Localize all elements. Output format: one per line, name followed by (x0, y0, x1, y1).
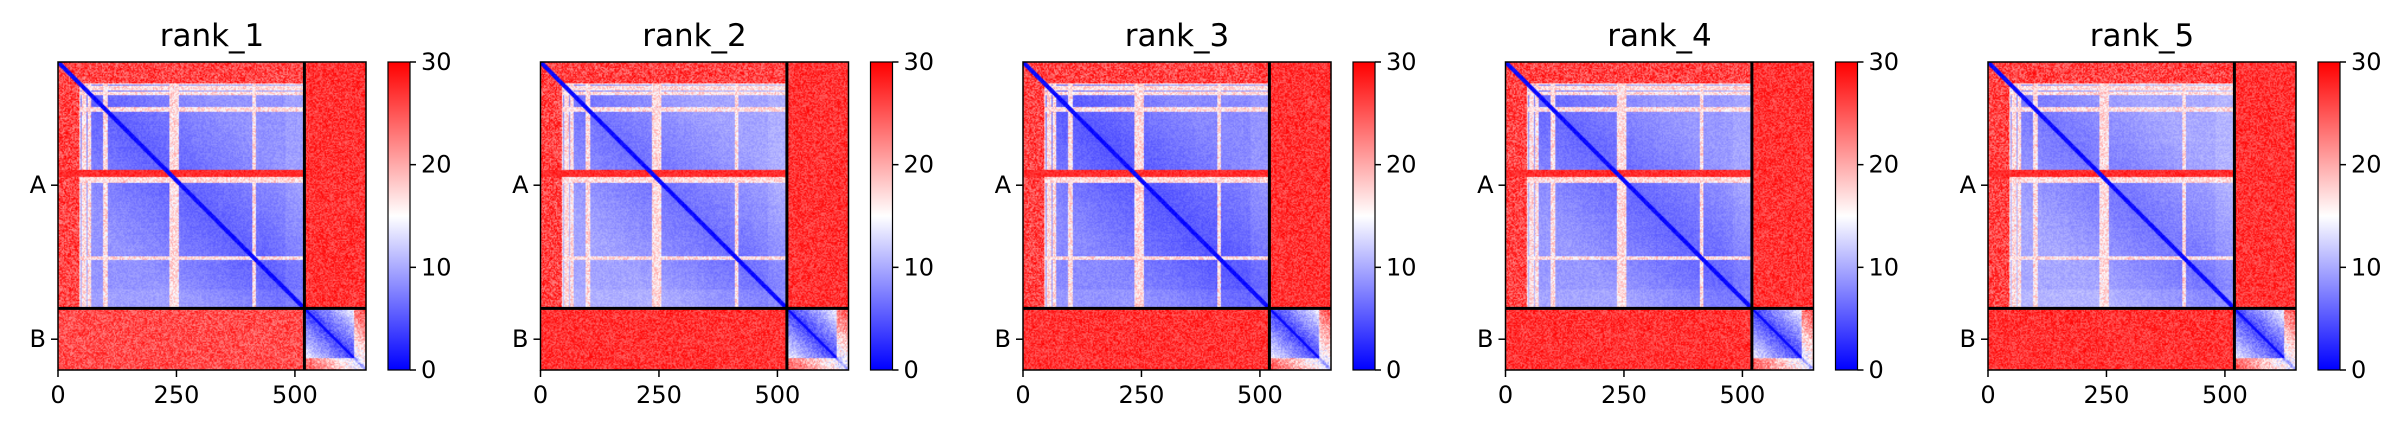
colorbar (387, 61, 411, 371)
axes-frame (1504, 61, 1815, 371)
y-tick-label: A (30, 171, 47, 199)
x-tick-label: 500 (272, 381, 318, 409)
x-tick-label: 500 (1237, 381, 1283, 409)
colorbar-tick-label: 20 (1869, 151, 1900, 179)
y-tick-label: B (1960, 325, 1976, 353)
heatmap-image (58, 62, 366, 370)
colorbar-tick-label: 0 (421, 356, 436, 384)
y-tick-label: A (512, 171, 529, 199)
heatmap-image (540, 62, 849, 370)
colorbar-tick-label: 20 (421, 151, 452, 179)
colorbar-tick-label: 30 (1869, 48, 1900, 76)
x-tick-label: 0 (50, 381, 65, 409)
colorbar-tick-label: 30 (421, 48, 452, 76)
colorbar-tick-label: 20 (904, 151, 935, 179)
x-tick-label: 0 (1015, 381, 1030, 409)
panel-title: rank_3 (1125, 18, 1230, 54)
y-tick-label: B (995, 325, 1011, 353)
x-tick-label: 250 (636, 381, 682, 409)
colorbar-tick-label: 10 (421, 253, 452, 281)
colorbar-tick-label: 20 (1386, 151, 1417, 179)
y-tick-label: A (995, 171, 1012, 199)
panel-title: rank_5 (2090, 18, 2195, 54)
x-tick-label: 0 (1980, 381, 1995, 409)
colorbar-tick-label: 30 (1386, 48, 1417, 76)
axes-frame (1022, 61, 1332, 371)
y-tick-label: A (1960, 171, 1977, 199)
colorbar-tick-label: 10 (2351, 253, 2382, 281)
panel-title: rank_4 (1607, 18, 1712, 54)
heatmap-image (1988, 62, 2296, 370)
panel-title: rank_1 (160, 18, 265, 54)
colorbar-tick-label: 0 (904, 356, 919, 384)
heatmap-image (1505, 62, 1814, 370)
colorbar-tick-label: 20 (2351, 151, 2382, 179)
heatmap-image (1023, 62, 1331, 370)
x-tick-label: 250 (154, 381, 200, 409)
x-tick-label: 500 (755, 381, 801, 409)
x-tick-label: 250 (1119, 381, 1165, 409)
colorbar-tick-label: 0 (1869, 356, 1884, 384)
y-tick-label: B (512, 325, 528, 353)
panel-title: rank_2 (642, 18, 747, 54)
y-tick-label: B (1477, 325, 1493, 353)
axes-frame (539, 61, 850, 371)
colorbar-tick-label: 0 (1386, 356, 1401, 384)
colorbar-tick-label: 30 (2351, 48, 2382, 76)
x-tick-label: 0 (1498, 381, 1513, 409)
y-tick-label: B (30, 325, 46, 353)
colorbar (869, 61, 894, 371)
x-tick-label: 250 (2084, 381, 2130, 409)
colorbar (1352, 61, 1376, 371)
colorbar-tick-label: 10 (1869, 253, 1900, 281)
x-tick-label: 0 (533, 381, 548, 409)
x-tick-label: 500 (1720, 381, 1766, 409)
y-tick-label: A (1477, 171, 1494, 199)
x-tick-label: 250 (1601, 381, 1647, 409)
colorbar (2317, 61, 2341, 371)
colorbar-tick-label: 30 (904, 48, 935, 76)
colorbar-tick-label: 10 (1386, 253, 1417, 281)
colorbar-tick-label: 0 (2351, 356, 2366, 384)
axes-frame (1987, 61, 2297, 371)
colorbar (1834, 61, 1859, 371)
colorbar-tick-label: 10 (904, 253, 935, 281)
x-tick-label: 500 (2202, 381, 2248, 409)
axes-frame (57, 61, 367, 371)
